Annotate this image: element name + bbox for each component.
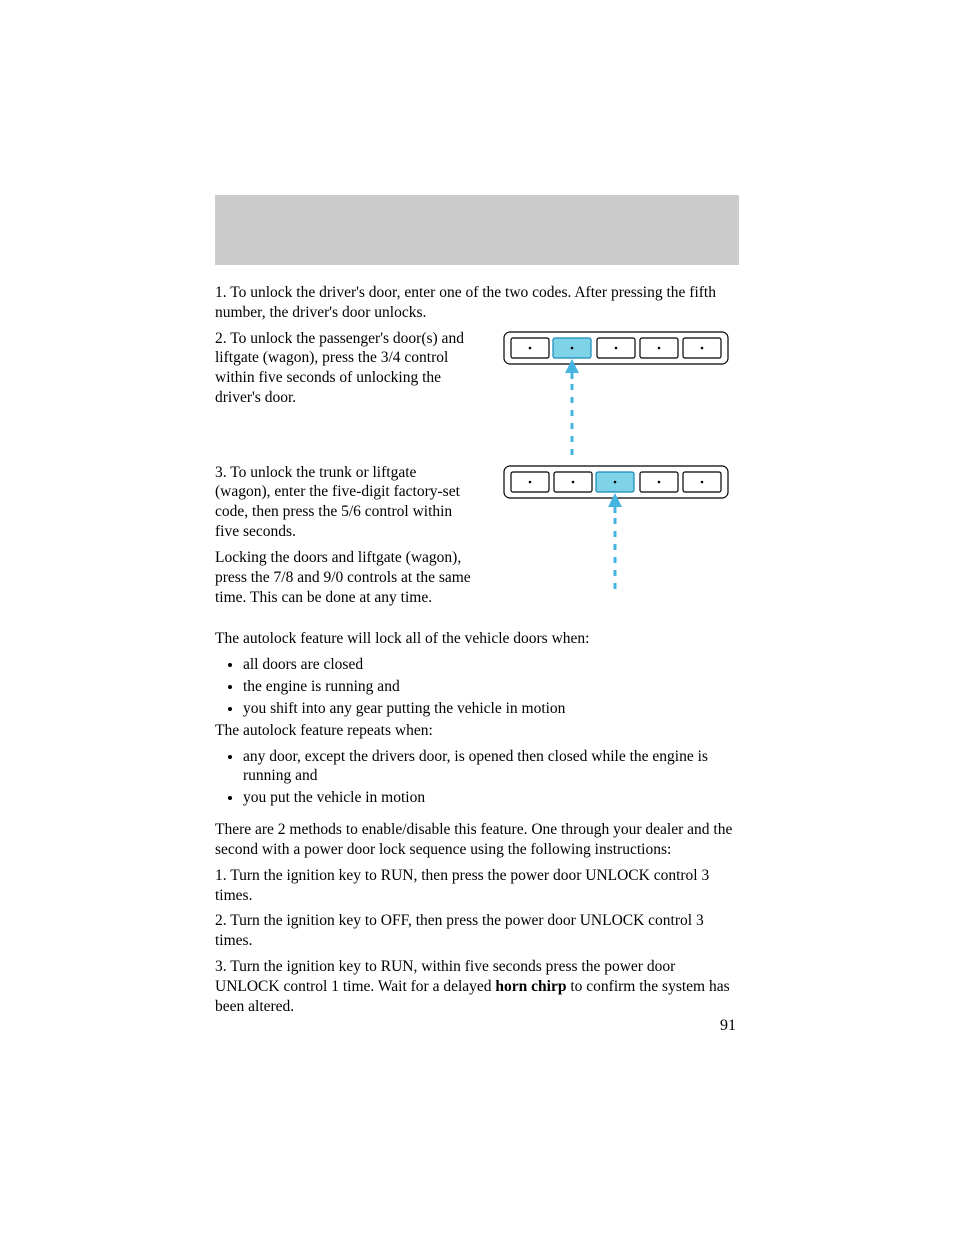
method-step-3: 3. Turn the ignition key to RUN, within … bbox=[215, 957, 739, 1016]
method-step-2: 2. Turn the ignition key to OFF, then pr… bbox=[215, 911, 739, 951]
list-item: all doors are closed bbox=[243, 655, 739, 675]
list-item: any door, except the drivers door, is op… bbox=[243, 747, 739, 787]
step-4: Locking the doors and liftgate (wagon), … bbox=[215, 548, 475, 607]
methods-intro: There are 2 methods to enable/disable th… bbox=[215, 820, 739, 860]
autolock-list-b: any door, except the drivers door, is op… bbox=[215, 747, 739, 808]
method-step-1: 1. Turn the ignition key to RUN, then pr… bbox=[215, 866, 739, 906]
autolock-repeat: The autolock feature repeats when: bbox=[215, 721, 739, 741]
list-item: you put the vehicle in motion bbox=[243, 788, 739, 808]
arrow-icon bbox=[565, 359, 579, 455]
step-3: 3. To unlock the trunk or liftgate (wago… bbox=[215, 463, 475, 542]
header-bar bbox=[215, 195, 739, 265]
autolock-intro: The autolock feature will lock all of th… bbox=[215, 629, 739, 649]
page-number: 91 bbox=[720, 1017, 736, 1035]
keypad-diagram-2 bbox=[501, 463, 731, 591]
step-2: 2. To unlock the passenger's door(s) and… bbox=[215, 329, 475, 408]
step-1: 1. To unlock the driver's door, enter on… bbox=[215, 283, 739, 323]
keypad-diagram-1 bbox=[501, 329, 731, 457]
list-item: the engine is running and bbox=[243, 677, 739, 697]
autolock-list-a: all doors are closed the engine is runni… bbox=[215, 655, 739, 718]
arrow-icon bbox=[608, 493, 622, 589]
list-item: you shift into any gear putting the vehi… bbox=[243, 699, 739, 719]
